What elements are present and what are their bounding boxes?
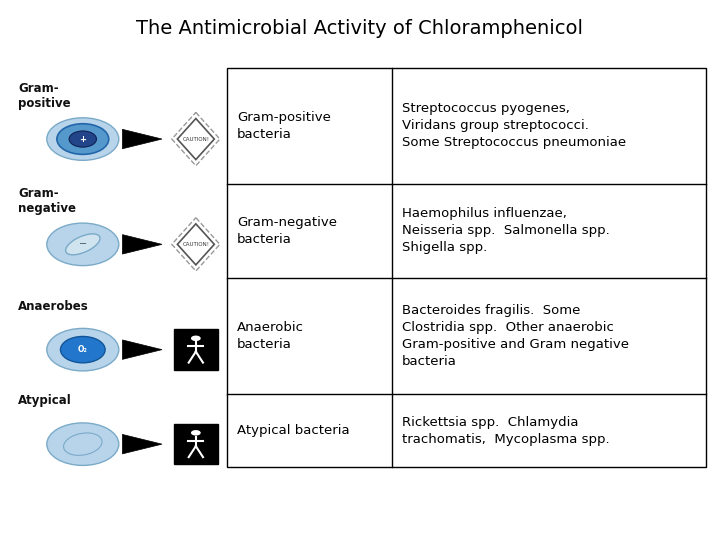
Ellipse shape [47, 223, 119, 266]
Text: Anaerobes: Anaerobes [18, 300, 89, 313]
Text: Streptococcus pyogenes,
Viridans group streptococci.
Some Streptococcus pneumoni: Streptococcus pyogenes, Viridans group s… [402, 102, 626, 149]
Ellipse shape [191, 335, 201, 341]
Text: CAUTION!: CAUTION! [182, 242, 210, 247]
Bar [227, 68, 706, 467]
Text: Atypical: Atypical [18, 394, 72, 408]
Text: Gram-
negative: Gram- negative [18, 187, 76, 215]
Ellipse shape [66, 234, 100, 255]
Text: O₂: O₂ [78, 345, 88, 354]
Text: The Antimicrobial Activity of Chloramphenicol: The Antimicrobial Activity of Chloramphe… [137, 19, 583, 38]
Text: −: − [78, 239, 87, 249]
Text: Rickettsia spp.  Chlamydia
trachomatis,  Mycoplasma spp.: Rickettsia spp. Chlamydia trachomatis, M… [402, 416, 610, 446]
Ellipse shape [69, 131, 96, 147]
Ellipse shape [60, 336, 105, 363]
Ellipse shape [57, 124, 109, 154]
Text: Gram-negative
bacteria: Gram-negative bacteria [237, 216, 337, 246]
Polygon shape [122, 434, 162, 454]
Ellipse shape [47, 423, 119, 465]
Ellipse shape [47, 328, 119, 371]
Text: Anaerobic
bacteria: Anaerobic bacteria [237, 321, 304, 351]
Text: Haemophilus influenzae,
Neisseria spp.  Salmonella spp.
Shigella spp.: Haemophilus influenzae, Neisseria spp. S… [402, 207, 610, 254]
Text: +: + [79, 134, 86, 144]
Ellipse shape [47, 118, 119, 160]
Bar [174, 424, 218, 464]
Text: Gram-
positive: Gram- positive [18, 82, 71, 110]
Text: Bacteroides fragilis.  Some
Clostridia spp.  Other anaerobic
Gram-positive and G: Bacteroides fragilis. Some Clostridia sp… [402, 304, 629, 368]
Text: Gram-positive
bacteria: Gram-positive bacteria [237, 111, 330, 140]
Polygon shape [122, 234, 162, 254]
Text: CAUTION!: CAUTION! [182, 137, 210, 141]
Polygon shape [122, 340, 162, 360]
Ellipse shape [191, 430, 201, 436]
Ellipse shape [63, 433, 102, 455]
Text: Atypical bacteria: Atypical bacteria [237, 424, 349, 437]
Polygon shape [122, 130, 162, 149]
Bar [174, 329, 218, 370]
